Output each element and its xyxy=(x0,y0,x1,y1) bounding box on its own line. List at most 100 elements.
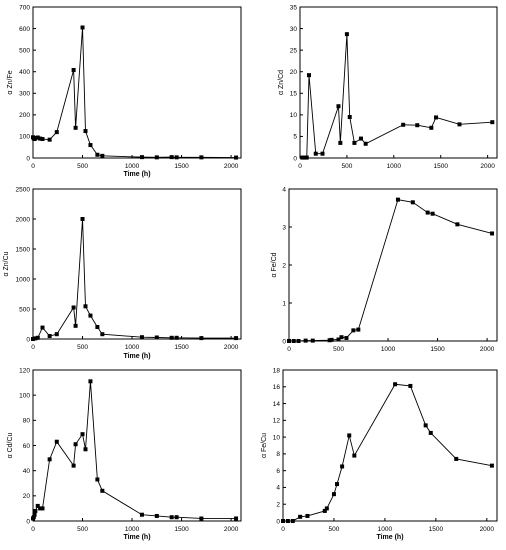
data-point xyxy=(169,515,174,520)
y-tick-label: 18 xyxy=(273,367,281,374)
y-tick-label: 0 xyxy=(26,518,30,525)
x-tick-label: 2000 xyxy=(224,163,239,170)
chart-panel: 0 500 1000 1500 2000 0 20 40 60 80 100 120 α Cd/Cu Ti… xyxy=(7,367,242,541)
data-point xyxy=(100,488,105,493)
data-point xyxy=(54,439,59,444)
plot-frame xyxy=(32,369,242,522)
x-tick-label: 1500 xyxy=(430,346,445,353)
y-tick-label: 10 xyxy=(273,434,281,441)
data-point xyxy=(340,464,345,469)
data-point xyxy=(363,141,368,146)
x-tick-label: 0 xyxy=(31,344,35,351)
data-point xyxy=(490,120,495,125)
data-point xyxy=(73,323,78,328)
y-tick-label: 25 xyxy=(290,47,298,54)
data-point xyxy=(304,155,309,160)
data-point xyxy=(423,423,428,428)
x-tick-label: 500 xyxy=(329,526,340,533)
data-point xyxy=(33,336,38,341)
data-point xyxy=(95,477,100,482)
y-tick-label: 100 xyxy=(19,392,30,399)
data-point xyxy=(358,136,363,141)
data-point xyxy=(344,335,349,340)
series-line xyxy=(302,34,493,159)
data-point xyxy=(454,456,459,461)
data-point xyxy=(95,152,100,157)
data-point xyxy=(320,151,325,156)
data-point xyxy=(490,231,495,236)
plot-frame xyxy=(288,188,498,342)
data-point xyxy=(352,453,357,458)
y-tick-label: 20 xyxy=(290,69,298,76)
data-point xyxy=(281,519,285,523)
x-tick-label: 1000 xyxy=(387,163,402,170)
chart-panel: 0 500 1000 1500 2000 0 5 10 15 20 25 30 35 α Zn/Cd xyxy=(278,4,498,170)
x-tick-label: 500 xyxy=(77,526,88,533)
data-point xyxy=(199,516,204,521)
data-point xyxy=(329,337,334,342)
x-tick-label: 1000 xyxy=(125,344,140,351)
data-point xyxy=(313,151,318,156)
x-axis-label: Time (h) xyxy=(123,171,150,178)
data-point xyxy=(154,155,159,160)
data-point xyxy=(234,336,239,341)
y-tick-label: 0 xyxy=(26,336,30,343)
y-tick-label: 6 xyxy=(276,468,280,475)
x-axis-label: Time (h) xyxy=(376,534,403,541)
x-tick-label: 0 xyxy=(31,163,35,170)
data-point xyxy=(336,337,341,342)
chart-panel: 0 500 1000 1500 2000 0 1 2 3 4 α Fe/Cd xyxy=(271,186,498,353)
y-tick-label: 60 xyxy=(23,443,31,450)
y-tick-label: 2000 xyxy=(16,216,31,223)
data-point xyxy=(300,155,305,160)
x-tick-label: 1500 xyxy=(174,163,189,170)
data-point xyxy=(35,135,40,140)
data-point xyxy=(71,305,76,310)
x-tick-label: 0 xyxy=(31,526,35,533)
data-point xyxy=(47,137,52,142)
x-tick-label: 2000 xyxy=(480,526,495,533)
data-point xyxy=(395,197,400,202)
y-axis-label: α Zn/Cu xyxy=(3,251,10,276)
x-tick-label: 500 xyxy=(77,163,88,170)
data-point xyxy=(290,519,295,523)
data-point xyxy=(351,328,356,333)
y-tick-label: 0 xyxy=(26,155,30,162)
data-point xyxy=(457,122,462,127)
data-point xyxy=(415,123,420,128)
data-point xyxy=(287,339,291,343)
x-tick-label: 1500 xyxy=(433,163,448,170)
x-tick-label: 1500 xyxy=(429,526,444,533)
data-point xyxy=(33,508,38,513)
y-tick-label: 20 xyxy=(23,493,31,500)
data-point xyxy=(174,335,179,340)
chart-panel: 0 500 1000 1500 2000 0 2 4 6 8 10 12 14 16 18 α Fe/Cu Ti… xyxy=(261,367,498,541)
y-tick-label: 200 xyxy=(19,112,30,119)
data-point xyxy=(38,506,43,511)
data-point xyxy=(83,447,88,452)
series-line xyxy=(32,27,237,159)
y-tick-label: 30 xyxy=(290,26,298,33)
data-point xyxy=(347,433,352,438)
y-axis-label: α Cd/Cu xyxy=(7,432,14,458)
data-point xyxy=(339,335,344,340)
x-tick-label: 0 xyxy=(281,526,285,533)
data-point xyxy=(455,222,460,227)
data-point xyxy=(174,515,179,520)
data-point xyxy=(347,115,352,120)
plot-frame xyxy=(32,188,242,340)
x-tick-label: 2000 xyxy=(480,346,495,353)
x-tick-label: 500 xyxy=(77,344,88,351)
data-point xyxy=(139,155,144,160)
data-point xyxy=(434,115,439,120)
data-point xyxy=(199,336,204,341)
data-point xyxy=(285,519,290,523)
data-point xyxy=(303,338,308,343)
plot-frame xyxy=(282,369,498,522)
x-tick-label: 500 xyxy=(333,346,344,353)
data-point xyxy=(83,129,88,134)
data-point xyxy=(393,382,398,387)
y-tick-label: 14 xyxy=(273,401,281,408)
data-point xyxy=(88,143,93,148)
